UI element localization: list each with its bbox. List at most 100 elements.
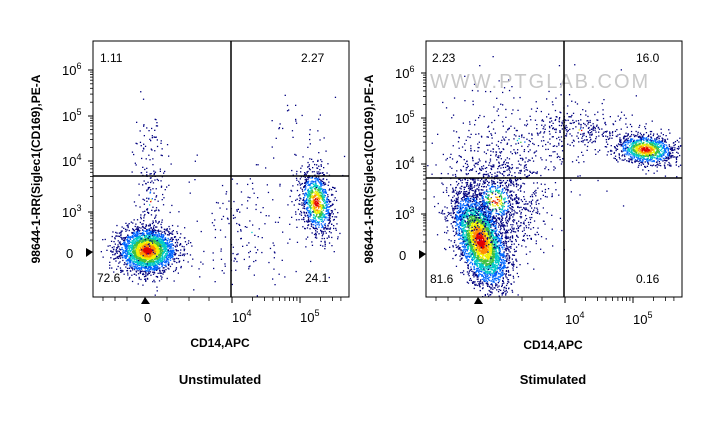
event-dot [146, 251, 148, 253]
event-dot [155, 249, 157, 251]
event-dot [504, 232, 506, 234]
event-dot [228, 200, 230, 202]
event-dot [194, 160, 196, 162]
event-dot [110, 250, 112, 252]
event-dot [309, 208, 312, 210]
event-dot [314, 220, 316, 222]
event-dot [172, 247, 174, 249]
event-dot [178, 211, 180, 213]
event-dot [166, 253, 169, 255]
event-dot [170, 163, 172, 165]
event-dot [159, 259, 161, 261]
event-dot [332, 203, 334, 206]
event-dot [171, 244, 173, 246]
y-tick-label: 103 [62, 203, 81, 220]
event-dot [496, 289, 498, 291]
event-dot [310, 260, 312, 263]
event-dot [324, 207, 326, 209]
event-dot [142, 272, 144, 275]
event-dot [160, 223, 162, 226]
event-dot [188, 181, 190, 183]
event-dot [309, 213, 311, 216]
event-dot [131, 237, 134, 239]
event-dot [145, 242, 147, 244]
event-dot [292, 185, 294, 187]
event-dot [497, 247, 500, 249]
event-dot [219, 229, 222, 231]
event-dot [303, 202, 306, 204]
event-dot [301, 182, 304, 185]
event-dot [145, 246, 147, 248]
event-dot [151, 198, 153, 200]
event-dot [148, 246, 150, 248]
event-dot [132, 248, 134, 251]
event-dot [168, 239, 170, 241]
event-dot [508, 281, 510, 283]
event-dot [326, 178, 328, 181]
event-dot [134, 261, 136, 263]
event-dot [129, 261, 131, 263]
event-dot [326, 203, 328, 206]
event-dot [151, 135, 153, 137]
event-dot [324, 245, 326, 247]
event-dot [161, 255, 163, 257]
event-dot [317, 216, 319, 218]
event-dot [255, 252, 257, 254]
event-dot [295, 104, 297, 106]
event-dot [461, 243, 463, 245]
event-dot [174, 260, 176, 263]
event-dot [478, 275, 480, 277]
event-dot [324, 183, 327, 185]
event-dot [333, 199, 335, 201]
event-dot [180, 249, 182, 251]
event-dot [308, 203, 310, 205]
event-dot [160, 240, 162, 243]
event-dot [125, 247, 127, 249]
event-dot [490, 248, 492, 250]
event-dot [308, 211, 310, 213]
event-dot [307, 214, 309, 216]
event-dot [467, 261, 469, 263]
event-dot [319, 182, 321, 184]
event-dot [331, 193, 333, 196]
event-dot [110, 240, 113, 242]
event-dot [157, 250, 160, 252]
event-dot [143, 252, 145, 254]
event-dot [308, 165, 310, 168]
event-dot [122, 270, 124, 272]
event-dot [471, 281, 474, 283]
event-dot [189, 254, 192, 256]
event-dot [111, 246, 113, 249]
event-dot [144, 255, 147, 258]
event-dot [132, 255, 134, 258]
event-dot [155, 257, 157, 259]
event-dot [315, 183, 317, 185]
event-dot [155, 264, 158, 266]
event-dot [163, 267, 165, 269]
event-dot [134, 244, 136, 247]
event-dot [248, 266, 250, 268]
event-dot [332, 213, 334, 215]
event-dot [125, 256, 127, 258]
event-dot [152, 263, 154, 265]
event-dot [161, 221, 163, 223]
event-dot [132, 232, 134, 234]
event-dot [118, 235, 121, 238]
event-dot [158, 250, 160, 252]
event-dot [159, 258, 161, 260]
event-dot [310, 191, 312, 193]
event-dot [152, 220, 154, 222]
event-dot [307, 190, 310, 192]
event-dot [497, 261, 499, 263]
event-dot [142, 260, 144, 262]
event-dot [145, 266, 147, 268]
event-dot [148, 198, 150, 200]
event-dot [319, 216, 321, 218]
event-dot [135, 205, 137, 207]
event-dot [163, 231, 165, 233]
event-dot [165, 266, 167, 268]
event-dot [150, 259, 152, 261]
event-dot [160, 142, 162, 144]
event-dot [308, 192, 310, 194]
event-dot [486, 270, 488, 273]
